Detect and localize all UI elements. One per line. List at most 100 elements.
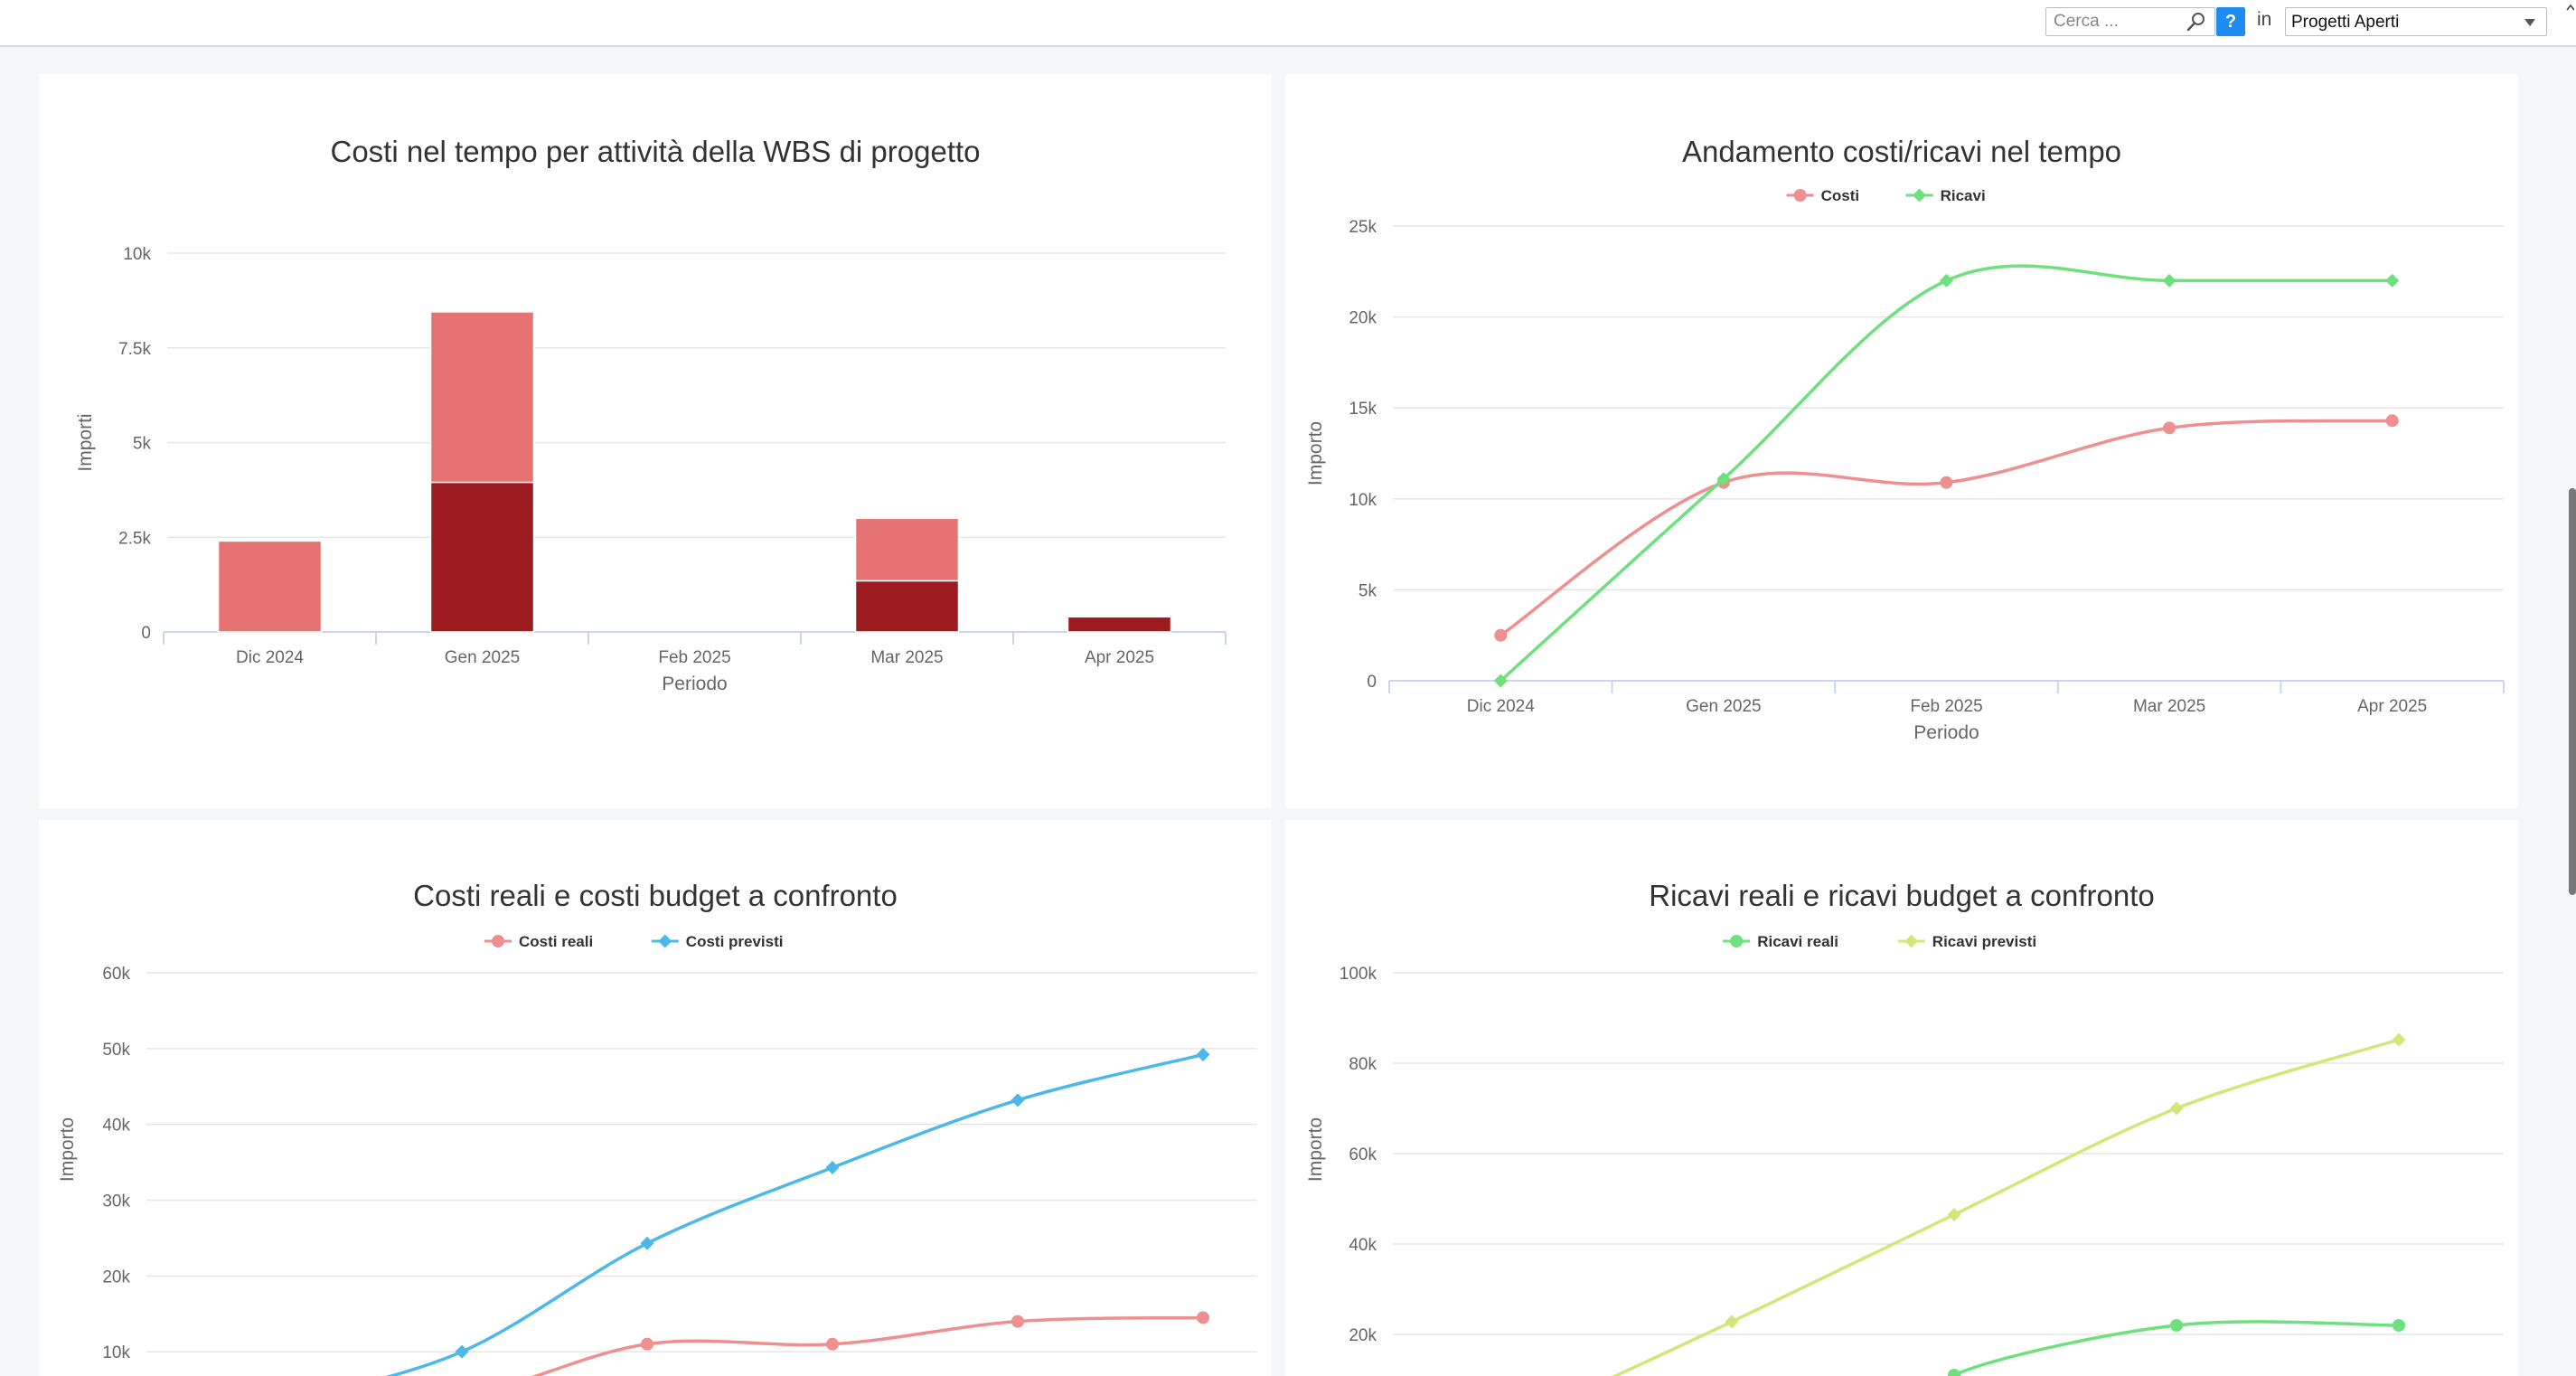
legend-marker — [492, 935, 504, 947]
x-tick-label: Dic 2024 — [236, 648, 304, 667]
y-tick-label: 25k — [1349, 218, 1377, 237]
x-tick-label: Mar 2025 — [870, 648, 943, 667]
x-tick-label: Apr 2025 — [1085, 648, 1154, 667]
bar-segment — [1067, 616, 1172, 633]
data-point — [2163, 421, 2176, 435]
costs-revenues-chart: Andamento costi/ricavi nel tempo Costi Ric… — [1305, 135, 2505, 743]
y-tick-label: 50k — [102, 1041, 130, 1060]
legend-label: Ricavi reali — [1757, 933, 1838, 950]
y-tick-label: 10k — [123, 245, 151, 264]
series-line — [1949, 1320, 2400, 1376]
data-point — [2162, 273, 2176, 287]
chart-panel-costs-budget: Costi reali e costi budget a confronto Co… — [39, 820, 1272, 1376]
chart-title: Ricavi reali e ricavi budget a confronto — [1649, 879, 2154, 912]
y-tick-label: 40k — [102, 1117, 130, 1136]
data-point — [1011, 1315, 1024, 1328]
y-tick-label: 40k — [1349, 1236, 1377, 1255]
data-point — [1493, 674, 1508, 688]
data-point — [2392, 1032, 2406, 1047]
legend-marker — [1913, 188, 1927, 203]
legend-label: Costi previsti — [686, 933, 784, 950]
y-tick-label: 5k — [1359, 581, 1377, 600]
y-tick-label: 100k — [1340, 965, 1377, 984]
y-tick-label: 60k — [1349, 1145, 1377, 1164]
x-axis-title: Periodo — [1913, 722, 1979, 743]
chart-title: Costi nel tempo per attività della WBS d… — [330, 135, 980, 168]
data-point — [1940, 273, 1953, 287]
search-input[interactable] — [2045, 7, 2215, 36]
wbs-costs-chart: Costi nel tempo per attività della WBS d… — [75, 135, 1227, 694]
x-tick-label: Dic 2024 — [1467, 697, 1535, 716]
bar-segment — [217, 540, 323, 633]
legend-label: Costi reali — [519, 933, 593, 950]
scrollbar-thumb[interactable] — [2569, 488, 2576, 895]
data-point — [1716, 472, 1731, 486]
scope-label: in — [2257, 9, 2272, 30]
bar-segment — [429, 481, 535, 633]
top-toolbar: ? in Progetti Aperti — [0, 0, 2576, 47]
x-tick-label: Mar 2025 — [2133, 697, 2205, 716]
y-tick-label: 7.5k — [118, 340, 151, 359]
x-tick-label: Feb 2025 — [658, 648, 730, 667]
y-tick-label: 2.5k — [118, 529, 151, 548]
data-point — [2385, 273, 2400, 287]
series-line — [1500, 264, 2393, 683]
y-tick-label: 30k — [102, 1192, 130, 1211]
chart-panel-costs-revenues: Andamento costi/ricavi nel tempo Costi Ric… — [1285, 74, 2518, 808]
y-tick-label: 20k — [1349, 309, 1377, 328]
chevron-down-icon — [2524, 19, 2535, 26]
series-line — [531, 1315, 1204, 1376]
y-axis-title: Importo — [1305, 1117, 1326, 1182]
chart-title: Andamento costi/ricavi nel tempo — [1682, 135, 2121, 168]
chart-title: Costi reali e costi budget a confronto — [413, 879, 898, 912]
series-line — [385, 1052, 1204, 1376]
y-axis-title: Importo — [1305, 421, 1326, 485]
y-tick-label: 60k — [102, 965, 130, 984]
legend-label: Ricavi previsti — [1932, 933, 2036, 950]
x-tick-label: Feb 2025 — [1910, 697, 1982, 716]
y-tick-label: 10k — [102, 1343, 130, 1362]
data-point — [826, 1337, 839, 1351]
x-tick-label: Gen 2025 — [1686, 697, 1761, 716]
y-tick-label: 20k — [102, 1268, 130, 1286]
x-tick-label: Apr 2025 — [2357, 697, 2427, 716]
y-tick-label: 5k — [133, 435, 152, 454]
data-point — [2385, 414, 2399, 428]
data-point — [1940, 476, 1953, 489]
data-point — [1947, 1208, 1961, 1221]
revenues-budget-chart: Ricavi reali e ricavi budget a confronto… — [1305, 879, 2504, 1376]
bar-segment — [854, 517, 960, 582]
legend-marker — [1904, 934, 1919, 948]
legend-label: Costi — [1821, 187, 1860, 204]
data-point — [2169, 1101, 2184, 1116]
legend-label: Ricavi — [1941, 187, 1986, 204]
y-tick-label: 0 — [1367, 673, 1377, 692]
data-point — [1948, 1369, 1960, 1376]
costs-budget-chart: Costi reali e costi budget a confronto Co… — [57, 879, 1257, 1376]
search-icon[interactable] — [2186, 11, 2207, 33]
y-axis-title: Importi — [75, 413, 96, 471]
chart-panel-wbs-costs: Costi nel tempo per attività della WBS d… — [39, 74, 1272, 808]
x-axis-title: Periodo — [662, 674, 727, 694]
y-tick-label: 10k — [1349, 491, 1377, 510]
data-point — [825, 1160, 840, 1174]
y-tick-label: 20k — [1349, 1326, 1377, 1345]
legend-marker — [658, 934, 672, 948]
caret-up-icon — [2566, 4, 2574, 11]
data-point — [2393, 1319, 2405, 1332]
y-axis-title: Importo — [57, 1117, 78, 1182]
chart-panel-revenues-budget: Ricavi reali e ricavi budget a confronto… — [1285, 820, 2518, 1376]
series-line — [1500, 419, 2393, 637]
bar-segment — [854, 580, 960, 633]
bar-segment — [429, 311, 535, 484]
data-point — [1197, 1311, 1209, 1324]
data-point — [640, 1236, 654, 1250]
help-button[interactable]: ? — [2216, 7, 2245, 36]
data-point — [455, 1344, 469, 1359]
legend-marker — [1793, 189, 1807, 202]
legend-marker — [1730, 935, 1744, 947]
data-point — [1011, 1093, 1025, 1107]
scope-select[interactable]: Progetti Aperti — [2285, 7, 2547, 36]
data-point — [641, 1337, 653, 1351]
data-point — [1494, 628, 1508, 642]
